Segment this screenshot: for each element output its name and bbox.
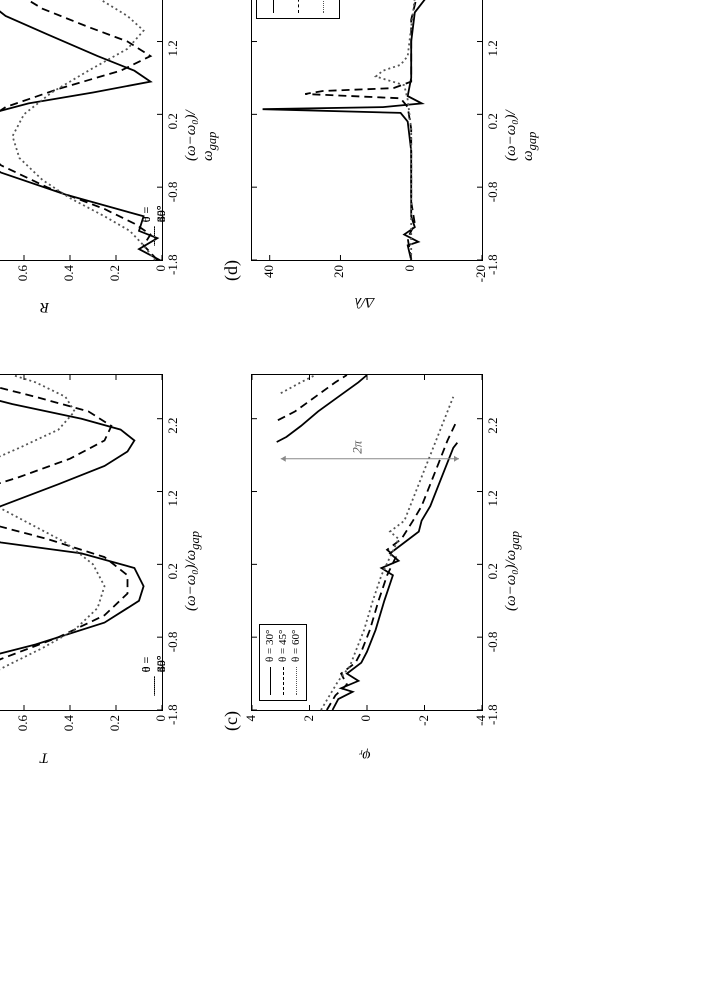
xtick-label: 1.2 — [165, 40, 181, 56]
ytick-label: 0 — [358, 715, 374, 743]
ytick-label: 40 — [261, 265, 277, 293]
xtick-label: -0.8 — [485, 632, 501, 653]
ylabel-a: T — [40, 748, 48, 765]
xlabel-a: (ω−ω₀)/ωgap — [183, 531, 203, 611]
ytick-label: -2 — [416, 715, 432, 743]
ytick-label: 4 — [243, 715, 259, 743]
plot-a — [0, 375, 162, 710]
ytick-label: 20 — [331, 265, 347, 293]
ylabel-c: φᵣ — [359, 747, 371, 764]
xtick-label: -0.8 — [165, 632, 181, 653]
legend-box-d: θ = 30° θ = 45° θ = 60° — [256, 0, 340, 19]
panel-label-d: (d) — [221, 260, 242, 281]
ytick-label: 0.2 — [107, 265, 123, 293]
plot-d — [252, 0, 482, 260]
ytick-label: 0.4 — [61, 265, 77, 293]
xlabel-b: (ω−ω₀)/ωgap — [183, 110, 220, 161]
figure-container: (a) T ☆ (b) R (c) 2π φᵣ (d) Δ/λ (ω−ω₀)/ω… — [0, 149, 702, 851]
ytick-label: 0 — [153, 265, 169, 293]
legend-30-c: θ = 30° — [264, 630, 276, 662]
xtick-label: -0.8 — [165, 182, 181, 203]
legend-45-c: θ = 45° — [277, 630, 289, 662]
panel-label-c: (c) — [221, 711, 242, 731]
ytick-label: 2 — [301, 715, 317, 743]
legend-60-c: θ = 60° — [290, 630, 302, 662]
ytick-label: 0.4 — [61, 715, 77, 743]
xtick-label: 1.2 — [485, 40, 501, 56]
ytick-label: -4 — [473, 715, 489, 743]
ylabel-b: R — [40, 298, 49, 315]
xlabel-c: (ω−ω₀)/ωgap — [503, 531, 523, 611]
ytick-label: 0.6 — [15, 715, 31, 743]
panel-d — [251, 0, 483, 261]
xtick-label: 0.2 — [165, 113, 181, 129]
ytick-label: 0.2 — [107, 715, 123, 743]
legend-box-c: θ = 30° θ = 45° θ = 60° — [259, 624, 307, 701]
plot-b — [0, 0, 162, 260]
xlabel-d: (ω−ω₀)/ωgap — [503, 110, 540, 161]
ytick-label: 0 — [402, 265, 418, 293]
xtick-label: 2.2 — [165, 417, 181, 433]
ylabel-d: Δ/λ — [355, 293, 374, 310]
xtick-label: 1.2 — [165, 490, 181, 506]
xtick-label: 0.2 — [485, 563, 501, 579]
xtick-label: 2.2 — [485, 417, 501, 433]
xtick-label: -0.8 — [485, 182, 501, 203]
xtick-label: 1.2 — [485, 490, 501, 506]
ytick-label: 0.6 — [15, 265, 31, 293]
xtick-label: 0.2 — [165, 563, 181, 579]
ytick-label: -20 — [473, 265, 489, 293]
ytick-label: 0 — [153, 715, 169, 743]
xtick-label: 0.2 — [485, 113, 501, 129]
svg-text:2π: 2π — [349, 440, 364, 454]
